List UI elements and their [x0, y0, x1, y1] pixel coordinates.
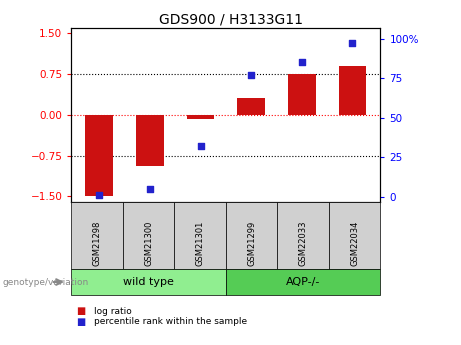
Text: GSM22034: GSM22034	[350, 220, 359, 266]
Text: GSM21299: GSM21299	[247, 220, 256, 266]
Text: GSM21298: GSM21298	[93, 220, 102, 266]
Text: AQP-/-: AQP-/-	[286, 277, 320, 287]
Text: genotype/variation: genotype/variation	[2, 277, 89, 287]
Text: GSM21301: GSM21301	[195, 220, 205, 266]
Bar	[288, 74, 316, 115]
Point	[349, 41, 356, 46]
Bar	[85, 115, 113, 196]
Text: log ratio: log ratio	[94, 307, 131, 316]
Text: GSM21300: GSM21300	[144, 220, 153, 266]
Text: ■: ■	[76, 306, 85, 316]
Point	[95, 193, 103, 198]
Bar	[338, 66, 366, 115]
Point	[248, 72, 255, 78]
Bar	[237, 98, 265, 115]
Text: percentile rank within the sample: percentile rank within the sample	[94, 317, 247, 326]
Point	[197, 144, 204, 149]
Bar	[136, 115, 164, 166]
Text: GSM22033: GSM22033	[299, 220, 307, 266]
Point	[146, 186, 154, 191]
Text: GDS900 / H3133G11: GDS900 / H3133G11	[159, 12, 302, 26]
Point	[298, 60, 306, 65]
Text: ■: ■	[76, 317, 85, 326]
Bar	[187, 115, 214, 119]
Text: wild type: wild type	[123, 277, 174, 287]
